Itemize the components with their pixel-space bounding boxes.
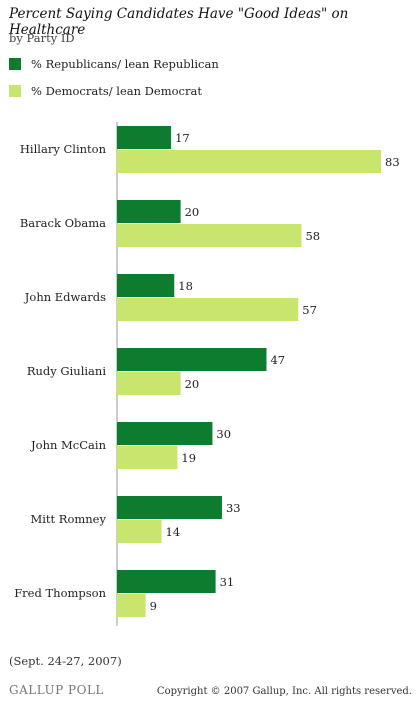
data-label-john-edwards-democrats: 57 xyxy=(302,303,317,317)
bar-mitt-romney-republicans xyxy=(117,496,222,519)
bar-barack-obama-republicans xyxy=(117,200,181,223)
data-label-mitt-romney-republicans: 33 xyxy=(226,501,241,515)
bar-fred-thompson-democrats xyxy=(117,594,146,617)
bar-mitt-romney-democrats xyxy=(117,520,162,543)
legend-swatch-republicans xyxy=(9,58,21,70)
category-label-john-mccain: John McCain xyxy=(30,438,107,452)
bar-rudy-giuliani-republicans xyxy=(117,348,267,371)
bar-rudy-giuliani-democrats xyxy=(117,372,181,395)
legend-item-democrats: % Democrats/ lean Democrat xyxy=(9,84,202,98)
data-label-hillary-clinton-republicans: 17 xyxy=(175,131,190,145)
chart-subtitle: by Party ID xyxy=(9,31,75,45)
category-label-mitt-romney: Mitt Romney xyxy=(30,512,106,526)
data-label-john-mccain-republicans: 30 xyxy=(216,427,231,441)
bar-hillary-clinton-democrats xyxy=(117,150,381,173)
legend-swatch-democrats xyxy=(9,85,21,97)
legend-label-republicans: % Republicans/ lean Republican xyxy=(31,57,219,71)
data-label-barack-obama-democrats: 58 xyxy=(305,229,320,243)
gallup-poll-logo: GALLUP POLL xyxy=(9,683,104,697)
copyright-notice: Copyright © 2007 Gallup, Inc. All rights… xyxy=(156,686,412,697)
data-label-barack-obama-republicans: 20 xyxy=(185,205,200,219)
legend-label-democrats: % Democrats/ lean Democrat xyxy=(31,84,202,98)
bar-john-mccain-republicans xyxy=(117,422,213,445)
data-label-mitt-romney-democrats: 14 xyxy=(166,525,181,539)
data-label-fred-thompson-democrats: 9 xyxy=(150,599,157,613)
category-label-barack-obama: Barack Obama xyxy=(20,216,106,230)
category-label-rudy-giuliani: Rudy Giuliani xyxy=(27,364,106,378)
data-label-fred-thompson-republicans: 31 xyxy=(220,575,235,589)
bar-john-edwards-republicans xyxy=(117,274,175,297)
bar-hillary-clinton-republicans xyxy=(117,126,172,149)
chart-title: Percent Saying Candidates Have "Good Ide… xyxy=(9,6,349,38)
bar-john-mccain-democrats xyxy=(117,446,178,469)
bar-barack-obama-democrats xyxy=(117,224,302,247)
data-label-rudy-giuliani-republicans: 47 xyxy=(270,353,285,367)
data-label-hillary-clinton-democrats: 83 xyxy=(385,155,400,169)
survey-date-note: (Sept. 24-27, 2007) xyxy=(9,654,122,668)
bar-john-edwards-democrats xyxy=(117,298,299,321)
category-label-hillary-clinton: Hillary Clinton xyxy=(20,142,107,156)
data-label-rudy-giuliani-democrats: 20 xyxy=(185,377,200,391)
category-label-fred-thompson: Fred Thompson xyxy=(14,586,106,600)
data-label-john-edwards-republicans: 18 xyxy=(178,279,193,293)
legend-item-republicans: % Republicans/ lean Republican xyxy=(9,57,219,71)
bar-fred-thompson-republicans xyxy=(117,570,216,593)
data-label-john-mccain-democrats: 19 xyxy=(181,451,196,465)
category-label-john-edwards: John Edwards xyxy=(24,290,106,304)
